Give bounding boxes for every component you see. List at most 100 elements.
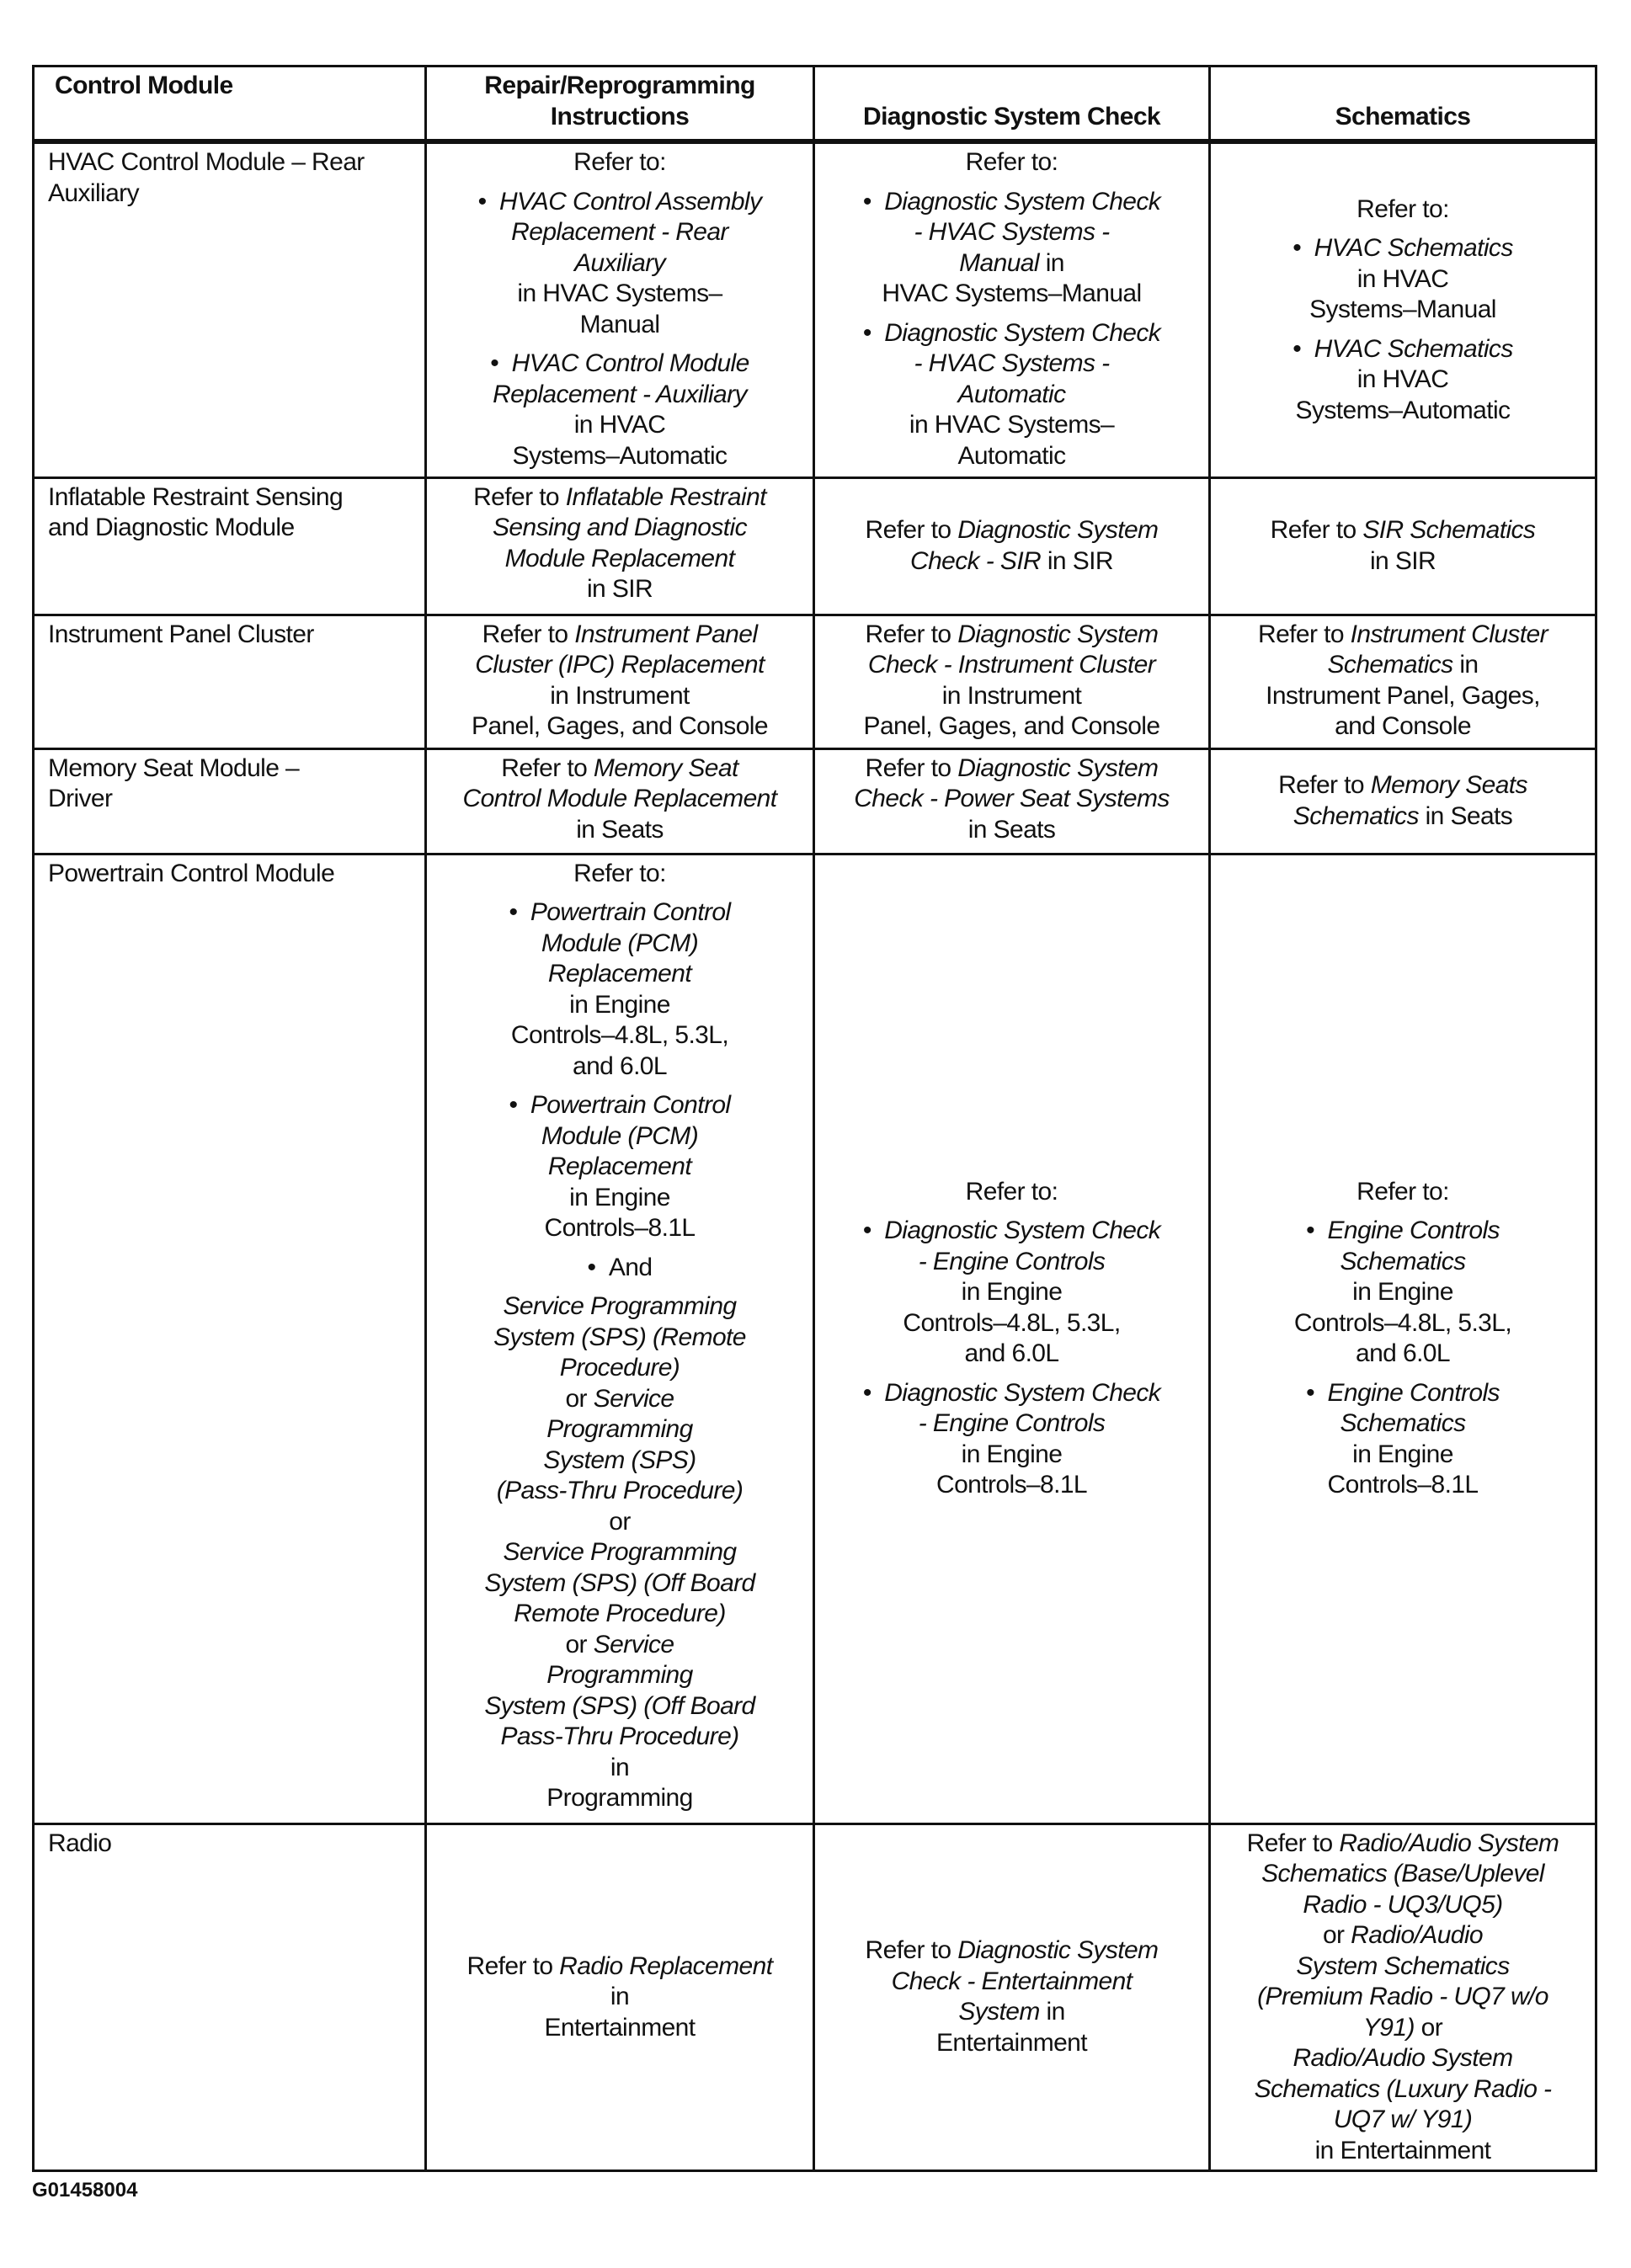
reference-title: Module (PCM) bbox=[541, 929, 699, 957]
text-line: in HVAC Systems– bbox=[430, 279, 809, 310]
reference-title: (Premium Radio - UQ7 w/o bbox=[1257, 1983, 1548, 2010]
text: in Entertainment bbox=[1314, 2136, 1491, 2164]
reference-title: Powertrain Control bbox=[530, 898, 731, 926]
text-line: Refer to Memory Seat bbox=[430, 753, 809, 785]
bullet-icon: • bbox=[862, 1217, 885, 1244]
text-line: Service Programming bbox=[430, 1537, 809, 1568]
text-line: HVAC Control Module – Rear bbox=[48, 147, 421, 178]
text-block: Refer to: bbox=[818, 147, 1205, 178]
text-line: in Engine bbox=[818, 1277, 1205, 1308]
reference-title: Diagnostic System bbox=[957, 1936, 1159, 1965]
reference-title: Y91) bbox=[1362, 2013, 1415, 2042]
text-line: Radio/Audio System bbox=[1214, 2043, 1591, 2074]
text: or bbox=[565, 1384, 594, 1413]
text-line: - Engine Controls bbox=[818, 1408, 1205, 1440]
text-line: • Diagnostic System Check bbox=[818, 1378, 1205, 1409]
text-line: Inflatable Restraint Sensing bbox=[48, 482, 421, 514]
text: Entertainment bbox=[544, 2013, 696, 2042]
cell-repair-instructions: Refer to Radio Replacement in Entertainmen… bbox=[424, 1822, 815, 2172]
reference-title: Replacement bbox=[547, 1153, 692, 1180]
bullet-item: • Diagnostic System Check - HVAC Systems … bbox=[818, 187, 1205, 310]
text: Refer to: bbox=[573, 148, 666, 176]
text-line: in Entertainment bbox=[1214, 2136, 1591, 2167]
text-line: Refer to Diagnostic System bbox=[818, 1935, 1205, 1967]
text: Systems–Automatic bbox=[512, 441, 728, 470]
text: Panel, Gages, and Console bbox=[863, 712, 1161, 740]
reference-title: - Engine Controls bbox=[918, 1409, 1106, 1437]
text-block: Refer to: bbox=[1214, 194, 1591, 226]
table-row: Inflatable Restraint Sensing and Diagnost… bbox=[32, 476, 1597, 616]
text: in Instrument bbox=[941, 681, 1082, 710]
cell-repair-instructions: Refer to Memory Seat Control Module Repla… bbox=[424, 747, 815, 855]
reference-title: Inflatable Restraint bbox=[565, 482, 767, 511]
bullet-item: • And bbox=[430, 1253, 809, 1284]
reference-title: HVAC Control Assembly bbox=[498, 187, 762, 216]
reference-title: - HVAC Systems - bbox=[914, 218, 1110, 246]
reference-title: UQ7 w/ Y91) bbox=[1333, 2106, 1473, 2133]
cell-schematics: Refer to: • HVAC Schematics in HVAC Systems… bbox=[1208, 140, 1597, 479]
text: Systems–Manual bbox=[1309, 295, 1496, 323]
reference-title: System (SPS) (Remote bbox=[493, 1323, 746, 1351]
text-block: Refer to Memory Seats Schematics in Seats bbox=[1214, 770, 1591, 832]
cell-schematics: Refer to Radio/Audio System Schematics (B… bbox=[1208, 1822, 1597, 2172]
text-line: Instrument Panel, Gages, bbox=[1214, 681, 1591, 712]
bullet-icon: • bbox=[1293, 334, 1314, 363]
table-row: Powertrain Control Module Refer to: • Powe… bbox=[32, 852, 1597, 1825]
text-block: Refer to Diagnostic System Check - Entert… bbox=[818, 1935, 1205, 2058]
text-line: Programming bbox=[430, 1783, 809, 1814]
reference-title: Instrument Panel bbox=[574, 620, 758, 648]
text-line: or bbox=[430, 1507, 809, 1538]
text-line: • And bbox=[430, 1253, 809, 1284]
text: in bbox=[1039, 1998, 1066, 2026]
text-block: Refer to Diagnostic System Check - SIR in… bbox=[818, 515, 1205, 577]
text-line: Controls–8.1L bbox=[818, 1470, 1205, 1501]
text: and Diagnostic Module bbox=[48, 514, 295, 541]
text-line: or Radio/Audio bbox=[1214, 1920, 1591, 1951]
bullet-icon: • bbox=[477, 187, 499, 216]
reference-title: Radio/Audio System bbox=[1293, 2044, 1513, 2072]
reference-title: Engine Controls bbox=[1327, 1217, 1500, 1244]
text-line: Driver bbox=[48, 784, 421, 815]
text: in Engine bbox=[961, 1278, 1063, 1306]
text-line: Refer to Memory Seats bbox=[1214, 770, 1591, 801]
text-block: Radio bbox=[48, 1829, 421, 1860]
text-block: Refer to: bbox=[430, 147, 809, 178]
text-line: in HVAC bbox=[1214, 264, 1591, 295]
reference-title: HVAC Control Module bbox=[511, 349, 750, 377]
text-line: or Service bbox=[430, 1384, 809, 1415]
text-block: Refer to Diagnostic System Check - Instru… bbox=[818, 620, 1205, 743]
text-line: Automatic bbox=[818, 380, 1205, 411]
text-line: System in bbox=[818, 1997, 1205, 2028]
text: in bbox=[1038, 248, 1065, 277]
cell-control-module: Memory Seat Module – Driver bbox=[32, 747, 427, 855]
bullet-icon: • bbox=[1306, 1378, 1328, 1407]
reference-title: System (SPS) bbox=[543, 1445, 696, 1474]
text-line: in HVAC bbox=[1214, 365, 1591, 396]
text-line: - HVAC Systems - bbox=[818, 217, 1205, 248]
text-block: HVAC Control Module – Rear Auxiliary bbox=[48, 147, 421, 209]
header-row: Control Module Repair/Reprogramming Inst… bbox=[32, 65, 1597, 144]
text: in Engine bbox=[1352, 1440, 1453, 1468]
text-line: Refer to SIR Schematics bbox=[1214, 515, 1591, 546]
reference-title: HVAC Schematics bbox=[1314, 234, 1514, 262]
text: Refer to: bbox=[1357, 194, 1449, 223]
text: in SIR bbox=[1369, 546, 1436, 575]
text: in Seats bbox=[576, 815, 664, 844]
reference-title: Service Programming bbox=[503, 1292, 737, 1320]
bullet-item: • HVAC Control Assembly Replacement - Rea… bbox=[430, 187, 809, 341]
table-row: Radio Refer to Radio Replacement in Enterta… bbox=[32, 1822, 1597, 2172]
reference-title: Pass-Thru Procedure) bbox=[500, 1722, 739, 1750]
text: Instrument Panel Cluster bbox=[48, 620, 314, 648]
reference-title: SIR Schematics bbox=[1362, 516, 1536, 544]
reference-title: Schematics bbox=[1293, 801, 1420, 830]
text-line: Refer to Diagnostic System bbox=[818, 515, 1205, 546]
text-line: Systems–Automatic bbox=[1214, 396, 1591, 427]
text-line: Check - Power Seat Systems bbox=[818, 784, 1205, 815]
reference-title: Instrument Cluster bbox=[1350, 620, 1548, 648]
text: in bbox=[610, 1753, 630, 1781]
reference-title: Module Replacement bbox=[504, 544, 735, 572]
reference-title: Diagnostic System Check bbox=[884, 318, 1161, 347]
reference-title: Schematics bbox=[1340, 1247, 1466, 1275]
reference-title: Service bbox=[593, 1384, 674, 1413]
cell-schematics: Refer to Memory Seats Schematics in Seats bbox=[1208, 747, 1597, 855]
